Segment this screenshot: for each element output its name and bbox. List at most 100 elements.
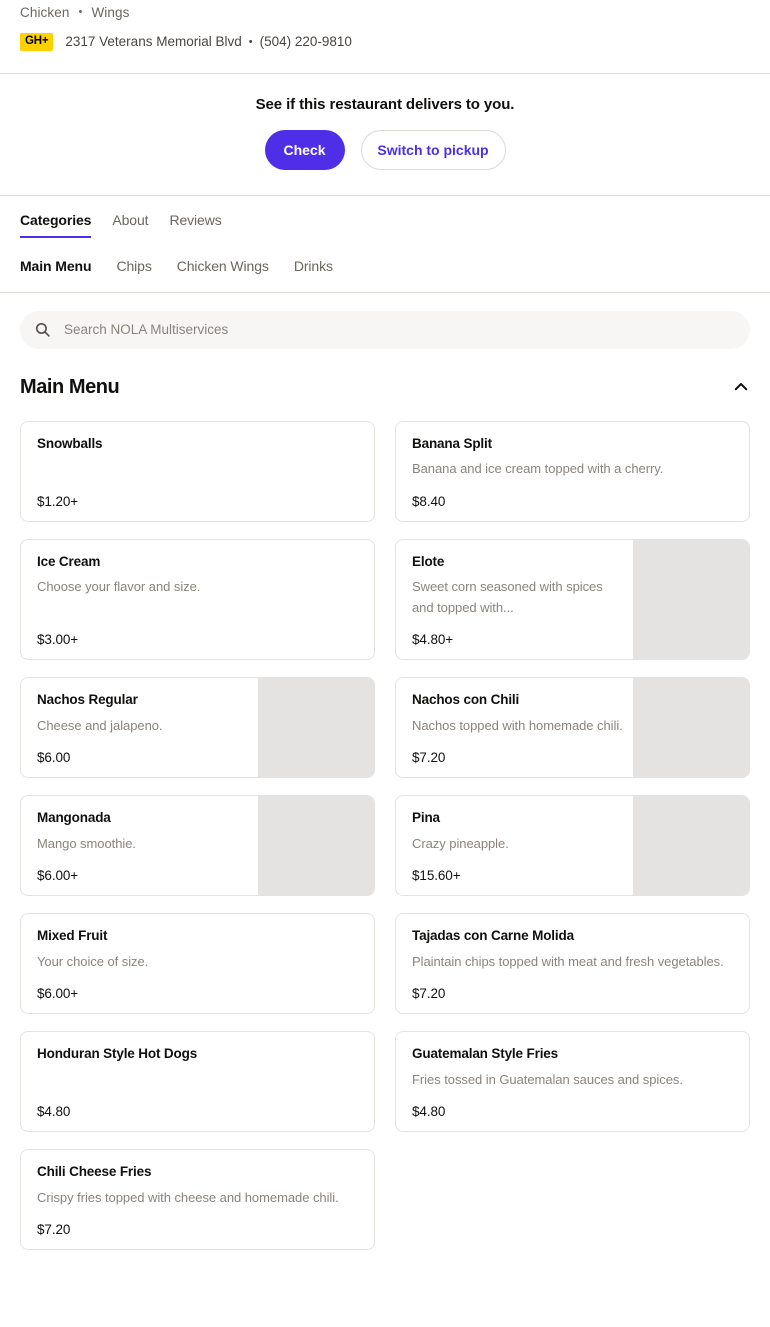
search-input[interactable] — [64, 322, 736, 337]
category-tab-chips[interactable]: Chips — [116, 257, 152, 274]
menu-item-card[interactable]: Banana Split Banana and ice cream topped… — [395, 420, 750, 522]
search-box[interactable] — [20, 310, 750, 349]
menu-item-description: Choose your flavor and size. — [37, 579, 201, 595]
primary-tabs: Categories About Reviews — [20, 196, 750, 238]
cuisine-tag-1[interactable]: Chicken — [20, 5, 70, 20]
menu-item-name: Tajadas con Carne Molida — [412, 927, 574, 943]
main-menu-section-header[interactable]: Main Menu — [0, 349, 770, 399]
tabs-divider — [0, 291, 770, 293]
menu-item-name: Nachos con Chili — [412, 691, 520, 707]
category-tab-drinks[interactable]: Drinks — [293, 257, 333, 274]
menu-item-card[interactable]: Mixed Fruit Your choice of size. $6.00+ — [20, 912, 375, 1014]
menu-item-body: Mixed Fruit Your choice of size. $6.00+ — [21, 914, 374, 1013]
menu-item-card[interactable]: Mangonada Mango smoothie. $6.00+ — [20, 794, 375, 896]
menu-item-body: Chili Cheese Fries Crispy fries topped w… — [21, 1150, 374, 1249]
chevron-up-icon[interactable] — [732, 378, 750, 396]
menu-item-card[interactable]: Honduran Style Hot Dogs $4.80 — [20, 1030, 375, 1132]
menu-item-name: Elote — [412, 553, 445, 569]
search-section — [0, 293, 770, 349]
address-row: GH+ 2317 Veterans Memorial Blvd • (504) … — [20, 33, 750, 51]
address-separator-icon: • — [248, 35, 253, 48]
tab-about[interactable]: About — [112, 211, 149, 228]
menu-item-price: $3.00+ — [37, 631, 79, 647]
menu-item-price: $7.20 — [37, 1221, 71, 1237]
category-tab-main-menu[interactable]: Main Menu — [20, 257, 92, 274]
menu-item-price: $6.00+ — [37, 867, 79, 883]
menu-item-image — [258, 677, 374, 777]
restaurant-phone[interactable]: (504) 220-9810 — [259, 34, 352, 50]
menu-item-name: Ice Cream — [37, 553, 101, 569]
delivery-divider — [0, 194, 770, 196]
menu-item-price: $6.00+ — [37, 985, 79, 1001]
menu-item-image — [633, 677, 749, 777]
menu-item-body: Elote Sweet corn seasoned with spices an… — [396, 540, 633, 659]
menu-item-body: Pina Crazy pineapple. $15.60+ — [396, 796, 633, 895]
menu-item-description: Mango smoothie. — [37, 835, 136, 851]
menu-navigation: Categories About Reviews Main Menu Chips… — [0, 196, 770, 292]
menu-item-name: Guatemalan Style Fries — [412, 1045, 559, 1061]
menu-items-grid: Snowballs $1.20+ Banana Split Banana and… — [0, 399, 770, 1250]
menu-item-card[interactable]: Snowballs $1.20+ — [20, 420, 375, 522]
menu-item-body: Guatemalan Style Fries Fries tossed in G… — [396, 1032, 749, 1131]
menu-item-price: $4.80+ — [412, 631, 454, 647]
cuisine-separator-icon: • — [78, 6, 83, 18]
menu-item-body: Ice Cream Choose your flavor and size. $… — [21, 540, 374, 659]
menu-item-body: Honduran Style Hot Dogs $4.80 — [21, 1032, 374, 1131]
menu-item-card[interactable]: Nachos Regular Cheese and jalapeno. $6.0… — [20, 676, 375, 778]
menu-item-description: Plaintain chips topped with meat and fre… — [412, 953, 724, 969]
menu-item-image — [633, 795, 749, 895]
menu-item-card[interactable]: Tajadas con Carne Molida Plaintain chips… — [395, 912, 750, 1014]
menu-item-description: Crazy pineapple. — [412, 835, 509, 851]
menu-item-description: Fries tossed in Guatemalan sauces and sp… — [412, 1071, 683, 1087]
delivery-check-actions: Check Switch to pickup — [0, 129, 770, 170]
menu-item-body: Snowballs $1.20+ — [21, 422, 374, 521]
menu-item-name: Honduran Style Hot Dogs — [37, 1045, 198, 1061]
menu-item-name: Pina — [412, 809, 440, 825]
menu-item-body: Mangonada Mango smoothie. $6.00+ — [21, 796, 258, 895]
menu-item-description: Banana and ice cream topped with a cherr… — [412, 461, 664, 477]
category-tabs: Main Menu Chips Chicken Wings Drinks — [20, 238, 750, 292]
menu-item-name: Snowballs — [37, 435, 103, 451]
cuisine-tag-2[interactable]: Wings — [91, 5, 130, 20]
gh-plus-badge: GH+ — [20, 33, 54, 51]
menu-item-price: $4.80 — [37, 1103, 71, 1119]
delivery-check-panel: See if this restaurant delivers to you. … — [0, 74, 770, 195]
restaurant-header: Chicken • Wings GH+ 2317 Veterans Memori… — [0, 0, 770, 51]
menu-item-body: Nachos Regular Cheese and jalapeno. $6.0… — [21, 678, 258, 777]
tab-categories[interactable]: Categories — [20, 212, 91, 238]
menu-item-description: Cheese and jalapeno. — [37, 717, 163, 733]
menu-item-name: Mangonada — [37, 809, 111, 825]
menu-item-price: $7.20 — [412, 985, 446, 1001]
menu-item-price: $15.60+ — [412, 867, 461, 883]
menu-item-card[interactable]: Chili Cheese Fries Crispy fries topped w… — [20, 1148, 375, 1250]
menu-item-description: Crispy fries topped with cheese and home… — [37, 1189, 339, 1205]
menu-item-price: $6.00 — [37, 749, 71, 765]
menu-item-body: Tajadas con Carne Molida Plaintain chips… — [396, 914, 749, 1013]
menu-item-price: $7.20 — [412, 749, 446, 765]
category-tab-chicken-wings[interactable]: Chicken Wings — [176, 257, 269, 274]
menu-item-image — [633, 539, 749, 659]
menu-item-name: Nachos Regular — [37, 691, 138, 707]
menu-item-description: Your choice of size. — [37, 953, 149, 969]
menu-item-card[interactable]: Nachos con Chili Nachos topped with home… — [395, 676, 750, 778]
menu-item-body: Banana Split Banana and ice cream topped… — [396, 422, 749, 521]
menu-item-card[interactable]: Guatemalan Style Fries Fries tossed in G… — [395, 1030, 750, 1132]
switch-to-pickup-button[interactable]: Switch to pickup — [360, 129, 506, 170]
cuisine-list: Chicken • Wings — [20, 0, 750, 20]
restaurant-address: 2317 Veterans Memorial Blvd — [65, 34, 242, 50]
menu-item-price: $1.20+ — [37, 493, 79, 509]
menu-item-image — [258, 795, 374, 895]
menu-item-description: Sweet corn seasoned with spices and topp… — [412, 579, 603, 615]
menu-item-price: $4.80 — [412, 1103, 446, 1119]
check-address-button[interactable]: Check — [264, 129, 345, 170]
section-title: Main Menu — [20, 375, 120, 398]
tab-reviews[interactable]: Reviews — [169, 211, 222, 228]
menu-item-card[interactable]: Elote Sweet corn seasoned with spices an… — [395, 538, 750, 660]
menu-item-card[interactable]: Pina Crazy pineapple. $15.60+ — [395, 794, 750, 896]
delivery-check-title: See if this restaurant delivers to you. — [255, 95, 515, 113]
menu-item-name: Banana Split — [412, 435, 492, 451]
menu-item-name: Mixed Fruit — [37, 927, 108, 943]
menu-item-name: Chili Cheese Fries — [37, 1163, 152, 1179]
menu-item-description: Nachos topped with homemade chili. — [412, 717, 623, 733]
menu-item-card[interactable]: Ice Cream Choose your flavor and size. $… — [20, 538, 375, 660]
